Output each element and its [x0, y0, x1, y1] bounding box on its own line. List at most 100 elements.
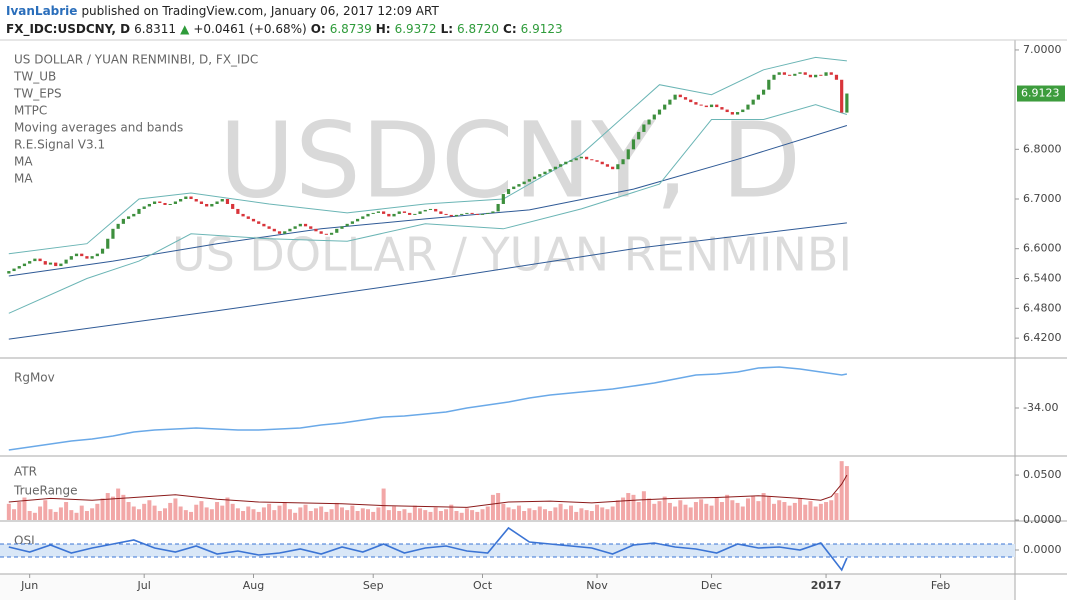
candle — [137, 208, 141, 214]
candle — [38, 258, 42, 262]
candle — [152, 201, 157, 204]
bar — [673, 506, 678, 520]
bar — [641, 491, 646, 520]
candle — [205, 203, 209, 207]
candle — [600, 161, 604, 165]
x-tick-label: Nov — [586, 579, 608, 592]
bar — [428, 511, 433, 520]
candle — [689, 99, 693, 103]
low-label: L: — [440, 22, 454, 36]
bar — [100, 498, 105, 520]
line — [8, 104, 848, 314]
bar — [319, 506, 324, 520]
candle — [397, 211, 401, 214]
candle — [132, 213, 136, 217]
candle — [210, 203, 214, 207]
author[interactable]: IvanLabrie — [6, 4, 78, 18]
candle — [470, 212, 474, 214]
bar — [761, 493, 766, 520]
bar — [777, 500, 782, 520]
candle — [761, 89, 766, 95]
last-price-marker — [1017, 85, 1065, 102]
bar — [308, 511, 313, 520]
bar — [818, 503, 823, 520]
bar — [412, 505, 417, 520]
candle — [819, 74, 823, 76]
candle — [335, 228, 339, 233]
candle — [116, 223, 120, 229]
candle — [793, 73, 797, 76]
bar — [787, 505, 792, 520]
candle — [480, 213, 485, 215]
bar — [829, 500, 834, 520]
candle — [704, 105, 708, 108]
candle — [558, 164, 563, 167]
header-row: IvanLabrie published on TradingView.com,… — [6, 2, 563, 20]
candle — [231, 203, 235, 209]
y-tick-label: 0.0000 — [1023, 543, 1062, 556]
y-tick-label: -34.00 — [1023, 401, 1058, 414]
candle — [309, 226, 313, 229]
bar — [48, 509, 53, 520]
bar — [157, 511, 162, 520]
candle — [194, 199, 198, 202]
bar — [548, 511, 553, 520]
legend-item: TW_EPS — [13, 87, 62, 101]
y-tick-label: 0.0000 — [1023, 513, 1062, 526]
candle — [652, 114, 656, 120]
candle — [80, 253, 84, 257]
line — [8, 474, 848, 508]
bar — [38, 506, 43, 520]
bar — [579, 508, 584, 520]
legend-title: US DOLLAR / YUAN RENMINBI, D, FX_IDC — [14, 53, 258, 67]
line — [8, 366, 848, 451]
bar — [376, 507, 381, 520]
bar — [527, 508, 532, 520]
candle — [314, 228, 318, 232]
bar — [17, 502, 22, 520]
candle — [158, 201, 162, 203]
candle — [17, 266, 21, 269]
bar — [714, 497, 719, 520]
candle — [642, 124, 646, 132]
bar — [69, 510, 74, 520]
candle — [12, 268, 16, 272]
bar — [350, 505, 355, 520]
bar — [834, 493, 839, 520]
close-label: C: — [503, 22, 517, 36]
candle — [626, 149, 630, 160]
bar — [813, 506, 818, 520]
candle — [121, 218, 125, 224]
bar — [798, 498, 803, 520]
bar — [464, 508, 469, 520]
candle — [215, 201, 219, 204]
legend-item: R.E.Signal V3.1 — [14, 138, 105, 152]
y-tick-label: 6.7000 — [1023, 192, 1062, 205]
bar — [600, 507, 605, 520]
candle — [678, 94, 682, 98]
bar — [386, 510, 391, 520]
y-tick-label: 7.0000 — [1023, 43, 1062, 56]
bar — [121, 494, 126, 520]
bar — [751, 495, 756, 520]
bar — [256, 511, 261, 520]
x-tick-label: Feb — [931, 579, 950, 592]
bar — [683, 504, 688, 520]
line — [8, 526, 848, 572]
bar — [32, 512, 37, 520]
candle — [173, 201, 178, 204]
bar — [313, 508, 318, 520]
high: 6.9372 — [394, 22, 437, 36]
bar — [105, 493, 110, 520]
candle — [683, 97, 688, 100]
candle — [267, 226, 271, 229]
candle — [366, 213, 370, 217]
bar — [667, 502, 672, 520]
bar — [407, 512, 412, 520]
bar — [719, 502, 724, 520]
bar — [574, 511, 579, 520]
bar — [537, 506, 542, 520]
change: +0.0461 (+0.68%) — [193, 22, 307, 36]
candle — [392, 213, 396, 217]
candle — [163, 202, 167, 205]
